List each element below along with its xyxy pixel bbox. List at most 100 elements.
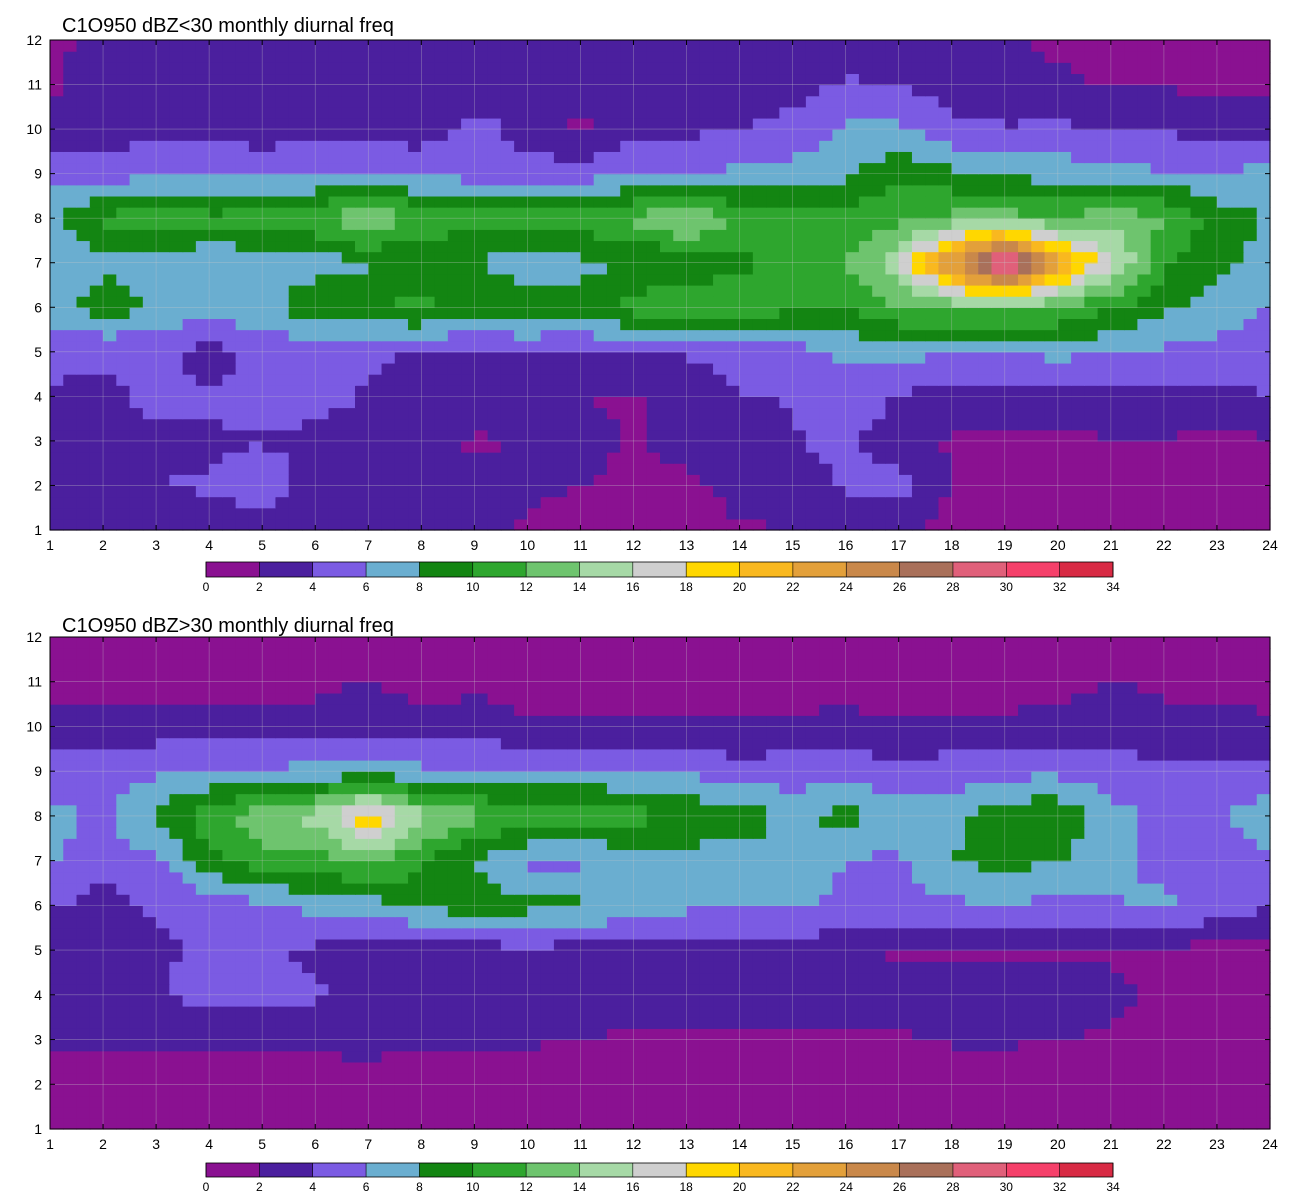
heatmap-cell: [832, 1073, 847, 1085]
heatmap-cell: [593, 84, 608, 97]
heatmap-cell: [103, 1106, 117, 1119]
heatmap-cell: [633, 429, 648, 442]
heatmap-cell: [500, 262, 515, 275]
heatmap-cell: [1124, 1084, 1138, 1097]
heatmap-cell: [209, 1050, 223, 1063]
heatmap-cell: [275, 229, 290, 242]
colorbar-swatch: [259, 562, 313, 577]
heatmap-cell: [169, 1095, 184, 1108]
heatmap-cell: [726, 62, 741, 75]
heatmap-cell: [341, 307, 356, 320]
heatmap-cell: [1243, 195, 1258, 208]
heatmap-cell: [275, 485, 290, 498]
heatmap-cell: [1124, 318, 1138, 331]
heatmap-cell: [248, 117, 263, 130]
heatmap-cell: [620, 440, 635, 453]
heatmap-cell: [368, 262, 383, 275]
heatmap-cell: [63, 518, 78, 531]
heatmap-cell: [553, 140, 568, 152]
heatmap-cell: [63, 273, 78, 286]
heatmap-cell: [288, 351, 303, 364]
heatmap-cell: [103, 51, 117, 63]
heatmap-cell: [1124, 1095, 1138, 1108]
heatmap-cell: [381, 229, 396, 242]
heatmap-cell: [832, 51, 847, 63]
heatmap-cell: [752, 374, 767, 386]
heatmap-cell: [1097, 1084, 1112, 1097]
heatmap-cell: [925, 162, 940, 175]
heatmap-cell: [978, 463, 993, 475]
heatmap-cell: [262, 407, 277, 420]
heatmap-cell: [116, 385, 131, 397]
heatmap-cell: [182, 73, 197, 86]
heatmap-cell: [646, 229, 661, 242]
heatmap-cell: [633, 62, 648, 75]
heatmap-cell: [1110, 262, 1125, 275]
heatmap-cell: [421, 507, 436, 520]
heatmap-cell: [1163, 463, 1178, 475]
heatmap-cell: [1097, 429, 1112, 442]
heatmap-cell: [222, 418, 237, 431]
heatmap-cell: [182, 429, 197, 442]
heatmap-cell: [182, 1106, 197, 1119]
heatmap-cell: [978, 396, 993, 409]
heatmap-cell: [580, 229, 595, 242]
heatmap-cell: [355, 207, 369, 219]
heatmap-cell: [580, 307, 595, 320]
heatmap-cell: [726, 95, 741, 108]
heatmap-cell: [646, 329, 661, 342]
heatmap-cell: [209, 184, 223, 197]
heatmap-cell: [606, 418, 621, 431]
heatmap-cell: [50, 273, 64, 286]
heatmap-cell: [1230, 1039, 1245, 1052]
heatmap-cell: [686, 195, 701, 208]
heatmap-cell: [394, 273, 409, 286]
heatmap-cell: [156, 463, 170, 475]
heatmap-cell: [713, 485, 727, 498]
heatmap-cell: [355, 95, 369, 108]
heatmap-cell: [1150, 1084, 1165, 1097]
heatmap-cell: [925, 195, 940, 208]
heatmap-cell: [726, 162, 741, 175]
heatmap-cell: [76, 340, 91, 353]
heatmap-cell: [1216, 1039, 1231, 1052]
heatmap-cell: [1057, 1073, 1072, 1085]
heatmap-cell: [209, 62, 223, 75]
heatmap-cell: [606, 318, 621, 331]
heatmap-cell: [553, 1061, 568, 1074]
heatmap-cell: [633, 351, 648, 364]
heatmap-cell: [262, 440, 277, 453]
heatmap-cell: [819, 1084, 833, 1097]
heatmap-cell: [978, 151, 993, 164]
heatmap-cell: [1203, 151, 1218, 164]
heatmap-cell: [991, 440, 1006, 453]
heatmap-cell: [1243, 1084, 1258, 1097]
heatmap-cell: [805, 452, 820, 464]
heatmap-cell: [63, 318, 78, 331]
heatmap-cell: [752, 1095, 767, 1108]
heatmap-cell: [288, 318, 303, 331]
heatmap-cell: [872, 407, 887, 420]
heatmap-cell: [951, 396, 966, 409]
heatmap-cell: [262, 374, 277, 386]
heatmap-cell: [819, 1061, 833, 1074]
heatmap-cell: [792, 318, 807, 331]
heatmap-cell: [1256, 1039, 1271, 1052]
heatmap-cell: [76, 518, 91, 531]
heatmap-cell: [898, 329, 913, 342]
heatmap-cell: [1216, 1084, 1231, 1097]
heatmap-cell: [885, 351, 900, 364]
heatmap-cell: [633, 207, 648, 219]
heatmap-cell: [63, 129, 78, 141]
heatmap-cell: [301, 396, 316, 409]
heatmap-cell: [858, 1084, 873, 1097]
heatmap-cell: [673, 329, 688, 342]
heatmap-cell: [1031, 240, 1046, 253]
heatmap-cell: [195, 452, 210, 464]
heatmap-cell: [965, 507, 979, 520]
heatmap-cell: [726, 173, 741, 186]
heatmap-cell: [1004, 129, 1019, 141]
heatmap-cell: [832, 262, 847, 275]
heatmap-cell: [76, 362, 91, 375]
heatmap-cell: [341, 184, 356, 197]
